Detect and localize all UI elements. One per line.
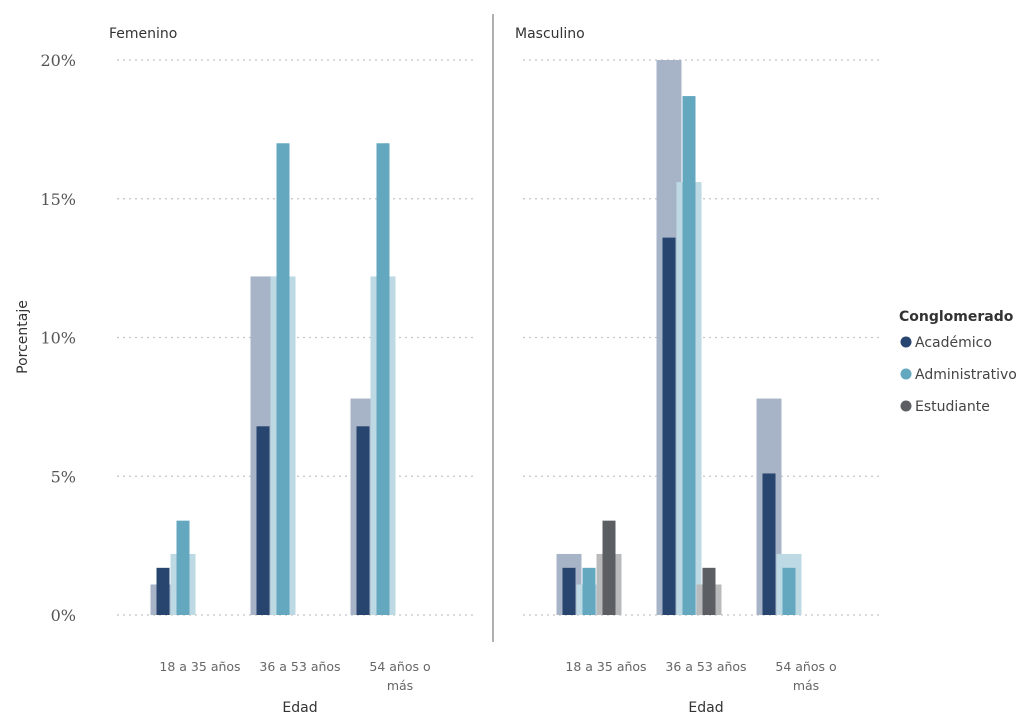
- legend-title: Conglomerado: [899, 309, 1014, 325]
- bars: [150, 60, 802, 615]
- panel-title: Masculino: [515, 26, 585, 42]
- bar: [156, 567, 170, 615]
- legend-marker: [900, 368, 912, 380]
- x-axis-ticks: 18 a 35 años 36 a 53 años 54 años o más 18 a…: [159, 659, 836, 693]
- legend-label: Académico: [915, 335, 992, 351]
- bar: [702, 567, 716, 615]
- panel-title: Femenino: [109, 26, 177, 42]
- y-tick-label: 0%: [51, 606, 76, 625]
- x-tick-label: 54 años o: [775, 659, 836, 674]
- panel-titles: Femenino Masculino: [109, 26, 585, 42]
- bar: [356, 426, 370, 615]
- x-tick-label-line2: más: [387, 678, 413, 693]
- x-tick-label: 54 años o: [369, 659, 430, 674]
- legend-marker: [900, 336, 912, 348]
- bar: [276, 143, 290, 615]
- bar: [602, 520, 616, 615]
- x-tick-label: 18 a 35 años: [565, 659, 646, 674]
- legend: Conglomerado Académico Administrativo Estud…: [899, 309, 1017, 415]
- y-tick-label: 10%: [40, 329, 76, 348]
- y-tick-label: 5%: [51, 467, 76, 486]
- bar: [562, 567, 576, 615]
- bar: [762, 473, 776, 615]
- y-axis-title: Porcentaje: [15, 300, 31, 374]
- x-axis-titles: Edad Edad: [282, 700, 723, 715]
- x-tick-label: 18 a 35 años: [159, 659, 240, 674]
- x-tick-label: 36 a 53 años: [259, 659, 340, 674]
- x-tick-label: 36 a 53 años: [665, 659, 746, 674]
- bar: [176, 520, 190, 615]
- y-axis-ticks: 0% 5% 10% 15% 20%: [40, 51, 76, 625]
- bar: [782, 567, 796, 615]
- bar: [256, 426, 270, 615]
- bar: [376, 143, 390, 615]
- x-tick-label-line2: más: [793, 678, 819, 693]
- legend-label: Estudiante: [915, 399, 990, 415]
- gridlines: [117, 59, 880, 616]
- x-axis-title: Edad: [688, 700, 723, 715]
- y-tick-label: 15%: [40, 190, 76, 209]
- bar: [582, 567, 596, 615]
- legend-label: Administrativo: [915, 367, 1017, 383]
- x-axis-title: Edad: [282, 700, 317, 715]
- bar: [682, 96, 696, 615]
- legend-marker: [900, 400, 912, 412]
- y-tick-label: 20%: [40, 51, 76, 70]
- bar: [662, 237, 676, 615]
